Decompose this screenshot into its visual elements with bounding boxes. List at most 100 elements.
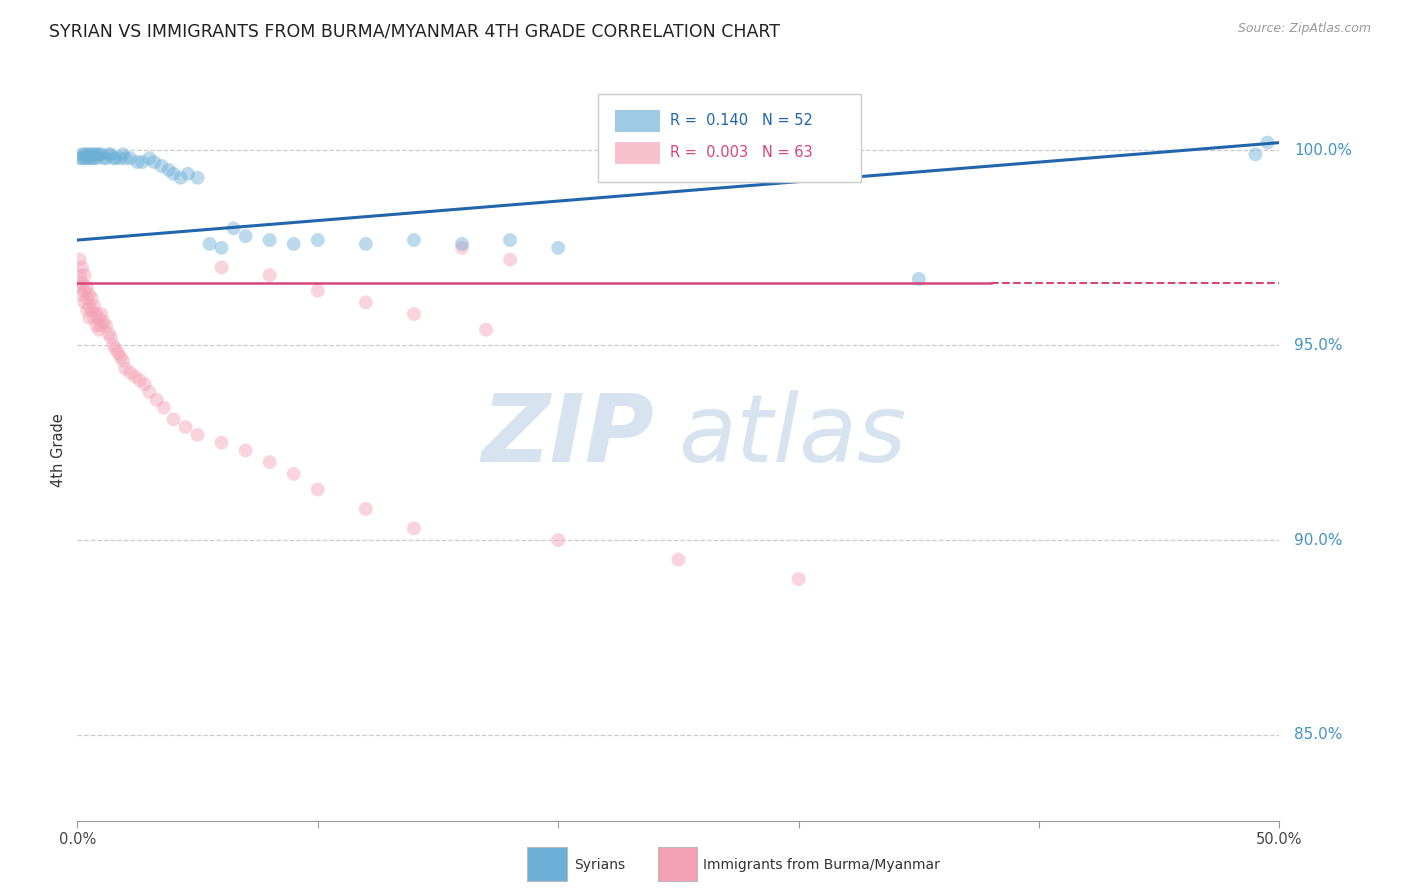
Point <box>86 318 108 333</box>
Point <box>93 151 115 165</box>
Point <box>307 284 329 298</box>
Point <box>73 295 96 310</box>
Y-axis label: 4th Grade: 4th Grade <box>51 414 66 487</box>
Point <box>150 159 173 173</box>
Point <box>120 151 142 165</box>
Point <box>177 167 200 181</box>
FancyBboxPatch shape <box>598 94 860 182</box>
Point <box>451 241 474 255</box>
Point <box>79 151 101 165</box>
Point <box>157 162 180 177</box>
Point <box>499 233 522 247</box>
Point <box>134 377 156 392</box>
Point <box>1244 147 1267 161</box>
Point <box>128 373 150 387</box>
Point <box>73 268 96 282</box>
Point <box>76 151 98 165</box>
Point <box>222 221 245 235</box>
Point <box>451 236 474 251</box>
Point <box>1256 136 1278 150</box>
Point <box>354 502 377 516</box>
Point <box>124 369 146 384</box>
Point <box>86 151 108 165</box>
Point <box>80 303 103 318</box>
Text: 85.0%: 85.0% <box>1294 727 1343 742</box>
Point <box>211 435 233 450</box>
Text: 100.0%: 100.0% <box>1294 143 1353 158</box>
Point <box>90 318 112 333</box>
Point <box>100 147 122 161</box>
Point <box>235 443 257 458</box>
Point <box>93 315 115 329</box>
Point <box>73 151 96 165</box>
Point <box>70 151 93 165</box>
Point <box>162 412 184 426</box>
Point <box>138 151 160 165</box>
Point <box>153 401 176 415</box>
Point <box>110 151 132 165</box>
Point <box>80 147 103 161</box>
Point <box>83 147 105 161</box>
Text: 95.0%: 95.0% <box>1294 338 1343 352</box>
Point <box>186 170 209 185</box>
Point <box>103 151 125 165</box>
Point <box>114 361 136 376</box>
Point <box>107 346 129 360</box>
Text: Syrians: Syrians <box>574 858 624 872</box>
Point <box>97 147 120 161</box>
Point <box>83 151 105 165</box>
Point <box>70 287 93 301</box>
Point <box>86 307 108 321</box>
Point <box>499 252 522 267</box>
Point <box>83 310 105 325</box>
Point <box>110 350 132 364</box>
Point <box>103 338 125 352</box>
Point <box>138 384 160 399</box>
Point <box>104 342 127 356</box>
Text: SYRIAN VS IMMIGRANTS FROM BURMA/MYANMAR 4TH GRADE CORRELATION CHART: SYRIAN VS IMMIGRANTS FROM BURMA/MYANMAR … <box>49 22 780 40</box>
Point <box>79 287 101 301</box>
Point <box>87 310 110 325</box>
Point <box>83 299 105 313</box>
Point <box>307 483 329 497</box>
Point <box>80 151 103 165</box>
Point <box>69 151 91 165</box>
Point <box>96 151 118 165</box>
Point <box>198 236 221 251</box>
Point <box>69 280 91 294</box>
Point <box>70 276 93 290</box>
Point <box>259 455 281 469</box>
Point <box>111 354 134 368</box>
Point <box>73 284 96 298</box>
Point <box>235 229 257 244</box>
Point <box>475 323 498 337</box>
Point <box>87 323 110 337</box>
Point <box>73 147 96 161</box>
Point <box>79 310 101 325</box>
Point <box>143 155 166 169</box>
Point <box>186 428 209 442</box>
Point <box>97 326 120 341</box>
Point <box>96 318 118 333</box>
Point <box>79 147 101 161</box>
Point <box>162 167 184 181</box>
Text: atlas: atlas <box>679 390 907 481</box>
Point <box>120 366 142 380</box>
Point <box>259 268 281 282</box>
Point <box>402 307 425 321</box>
Bar <box>614 110 661 132</box>
Point <box>86 147 108 161</box>
Point <box>76 147 98 161</box>
Point <box>76 280 98 294</box>
Point <box>283 467 305 481</box>
Point <box>668 552 690 566</box>
Point <box>547 241 569 255</box>
Point <box>908 272 931 286</box>
Point <box>90 147 112 161</box>
Point <box>70 260 93 275</box>
Point <box>70 147 93 161</box>
Point <box>211 241 233 255</box>
Point <box>80 292 103 306</box>
Point <box>111 147 134 161</box>
Point <box>76 292 98 306</box>
